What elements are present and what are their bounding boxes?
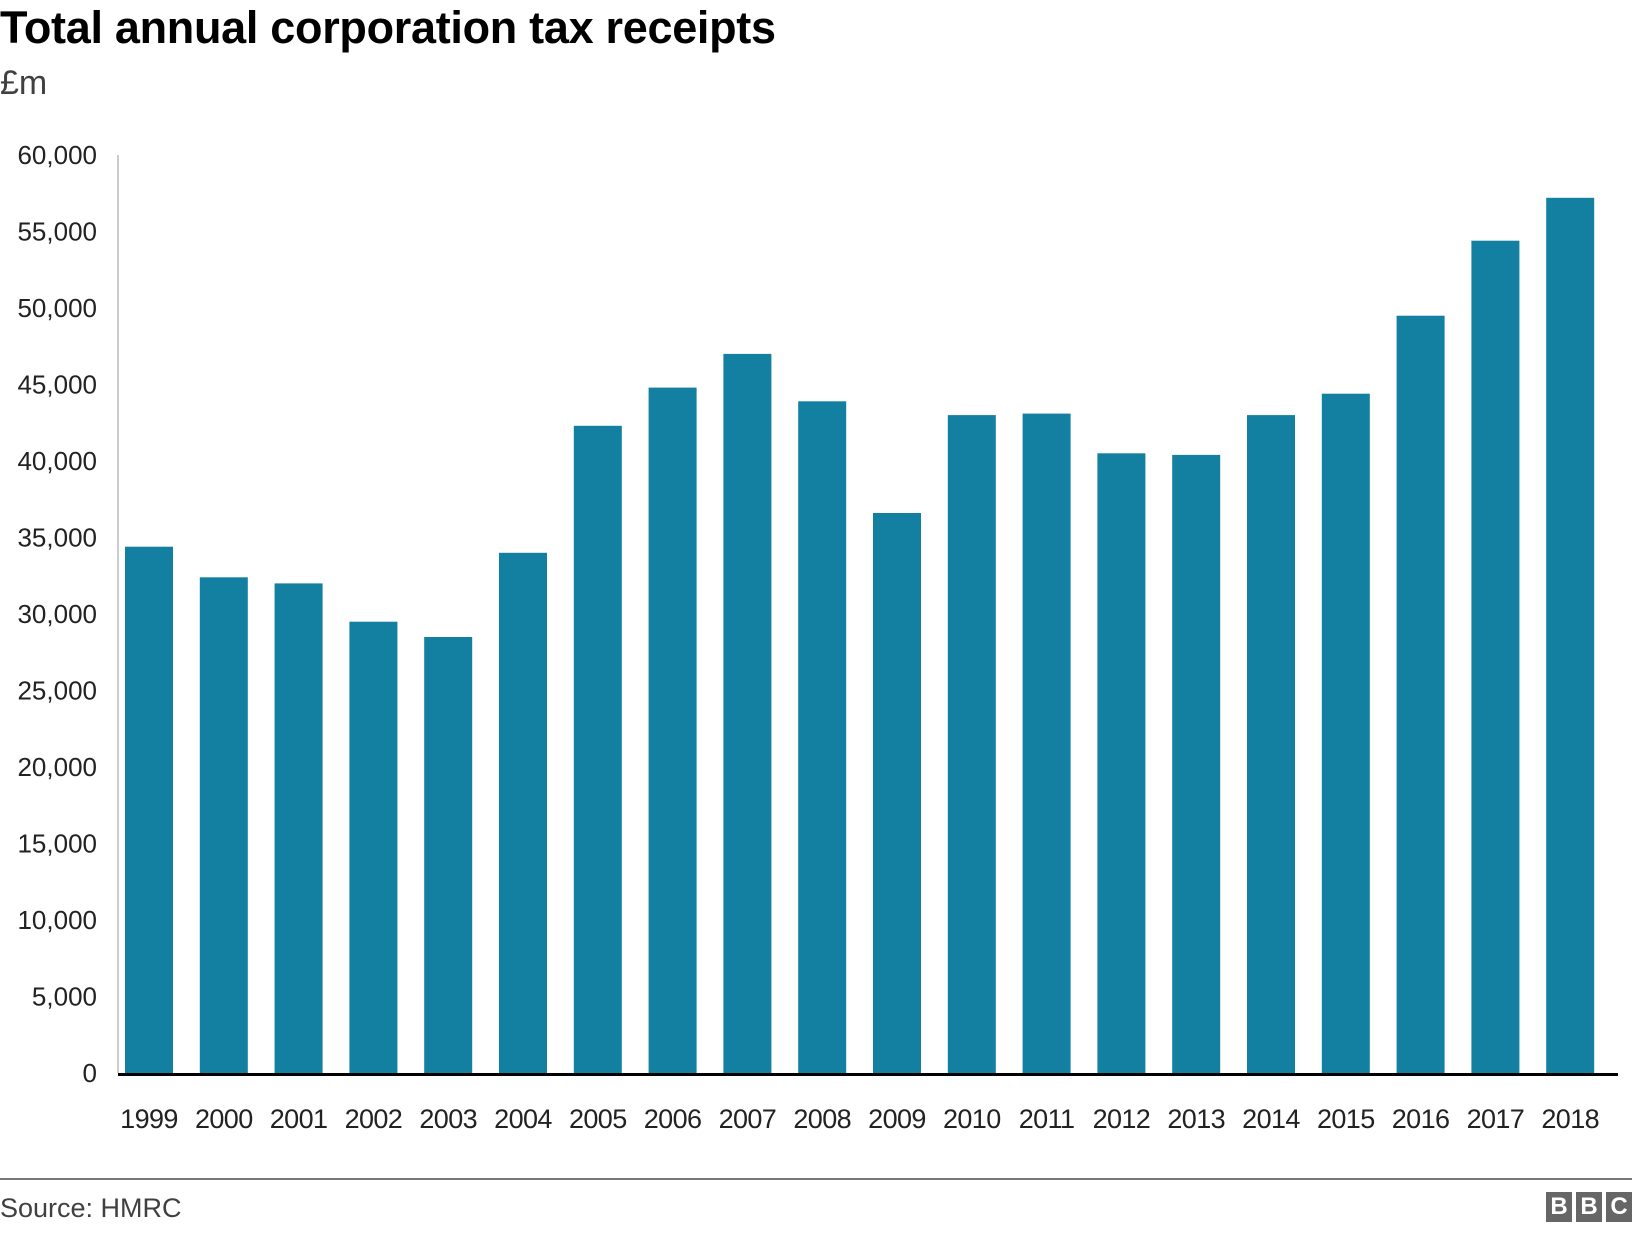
- x-tick-label: 2012: [1093, 1104, 1151, 1134]
- x-tick-label: 2006: [644, 1104, 702, 1134]
- bar-2007: [723, 353, 772, 1073]
- x-axis-tick-labels: 1999 2000 2001 2002 2003 2004 2005 2006 2007 2008…: [120, 1104, 1599, 1134]
- bar-2012: [1097, 453, 1146, 1073]
- bbc-logo-letter: B: [1576, 1192, 1602, 1222]
- bar-2000: [199, 577, 248, 1073]
- bar-1999: [125, 546, 173, 1073]
- y-tick-label: 60,000: [17, 140, 97, 170]
- bar-2018: [1546, 197, 1595, 1074]
- bar-2017: [1471, 240, 1520, 1073]
- x-tick-label: 2014: [1242, 1104, 1300, 1134]
- y-axis-tick-labels: 0 5,000 10,000 15,000 20,000 25,000 30,000 35,0…: [17, 140, 97, 1088]
- x-tick-label: 2009: [868, 1104, 926, 1134]
- x-tick-label: 2001: [270, 1104, 328, 1134]
- source-note: Source: HMRC: [0, 1193, 182, 1223]
- x-tick-label: 2018: [1541, 1104, 1599, 1134]
- bar-2008: [798, 401, 847, 1073]
- bar-2001: [274, 583, 323, 1073]
- x-tick-label: 2003: [419, 1104, 477, 1134]
- x-tick-label: 2015: [1317, 1104, 1375, 1134]
- x-tick-label: 2008: [793, 1104, 851, 1134]
- footer-divider: [0, 1178, 1632, 1180]
- bars: [125, 197, 1595, 1074]
- x-tick-label: 1999: [120, 1104, 178, 1134]
- x-tick-label: 2007: [719, 1104, 777, 1134]
- chart-subtitle-units: £m: [0, 64, 48, 102]
- bar-2013: [1172, 454, 1221, 1073]
- x-tick-label: 2002: [345, 1104, 403, 1134]
- y-tick-label: 10,000: [17, 905, 97, 935]
- y-tick-label: 55,000: [17, 217, 97, 247]
- bar-2003: [424, 637, 473, 1073]
- bar-2010: [947, 415, 996, 1074]
- y-tick-label: 50,000: [17, 293, 97, 323]
- bar-2011: [1022, 413, 1071, 1074]
- y-tick-label: 40,000: [17, 446, 97, 476]
- bar-2015: [1321, 393, 1370, 1073]
- x-tick-label: 2000: [195, 1104, 253, 1134]
- y-tick-label: 20,000: [17, 752, 97, 782]
- chart-title: Total annual corporation tax receipts: [0, 2, 776, 53]
- y-tick-label: 15,000: [17, 829, 97, 859]
- x-tick-label: 2016: [1392, 1104, 1450, 1134]
- x-tick-label: 2010: [943, 1104, 1001, 1134]
- bar-2005: [573, 425, 622, 1073]
- x-tick-label: 2013: [1167, 1104, 1225, 1134]
- x-tick-label: 2004: [494, 1104, 552, 1134]
- bar-2016: [1396, 315, 1445, 1073]
- bar-2006: [648, 387, 697, 1074]
- bar-2002: [349, 621, 398, 1073]
- x-tick-label: 2011: [1019, 1104, 1075, 1134]
- bbc-logo: B B C: [1546, 1192, 1632, 1222]
- bbc-logo-letter: B: [1546, 1192, 1572, 1222]
- y-tick-label: 30,000: [17, 599, 97, 629]
- y-tick-label: 5,000: [32, 982, 97, 1012]
- y-tick-label: 45,000: [17, 370, 97, 400]
- y-tick-label: 0: [83, 1058, 97, 1088]
- y-tick-label: 35,000: [17, 523, 97, 553]
- x-tick-label: 2017: [1467, 1104, 1525, 1134]
- y-tick-label: 25,000: [17, 676, 97, 706]
- bar-chart: 0 5,000 10,000 15,000 20,000 25,000 30,000 35,0…: [17, 140, 1618, 1134]
- bar-2004: [499, 552, 547, 1073]
- bar-2009: [873, 513, 921, 1073]
- bbc-logo-letter: C: [1606, 1192, 1632, 1222]
- x-tick-label: 2005: [569, 1104, 627, 1134]
- bar-2014: [1247, 415, 1295, 1074]
